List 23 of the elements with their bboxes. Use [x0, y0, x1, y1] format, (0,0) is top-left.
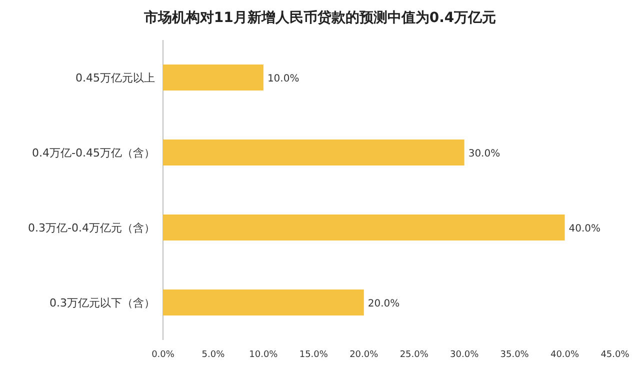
- y-tick-label: 0.3万亿元以下（含）: [50, 296, 155, 310]
- x-tick-label: 35.0%: [500, 350, 530, 360]
- data-label: 30.0%: [468, 148, 500, 160]
- data-label: 20.0%: [368, 298, 400, 310]
- chart-title: 市场机构对11月新增人民币贷款的预测中值为0.4万亿元: [142, 9, 496, 26]
- y-tick-label: 0.45万亿元以上: [76, 72, 155, 84]
- x-tick-label: 30.0%: [450, 350, 480, 360]
- x-tick-label: 20.0%: [350, 350, 379, 360]
- bar: [163, 214, 565, 240]
- bar: [163, 140, 464, 166]
- x-tick-label: 10.0%: [249, 350, 278, 360]
- data-label: 40.0%: [568, 224, 601, 234]
- x-tick-label: 15.0%: [299, 350, 328, 360]
- x-tick-label: 0.0%: [152, 350, 175, 360]
- bar: [163, 290, 364, 316]
- x-tick-label: 5.0%: [202, 350, 226, 360]
- y-tick-label: 0.4万亿-0.45万亿（含）: [32, 146, 155, 160]
- data-label: 10.0%: [267, 74, 300, 84]
- x-tick-label: 45.0%: [600, 350, 630, 360]
- x-tick-label: 40.0%: [550, 350, 580, 360]
- bar: [163, 64, 264, 90]
- y-tick-label: 0.3万亿-0.4万亿元（含）: [28, 222, 155, 234]
- x-tick-label: 25.0%: [400, 350, 429, 360]
